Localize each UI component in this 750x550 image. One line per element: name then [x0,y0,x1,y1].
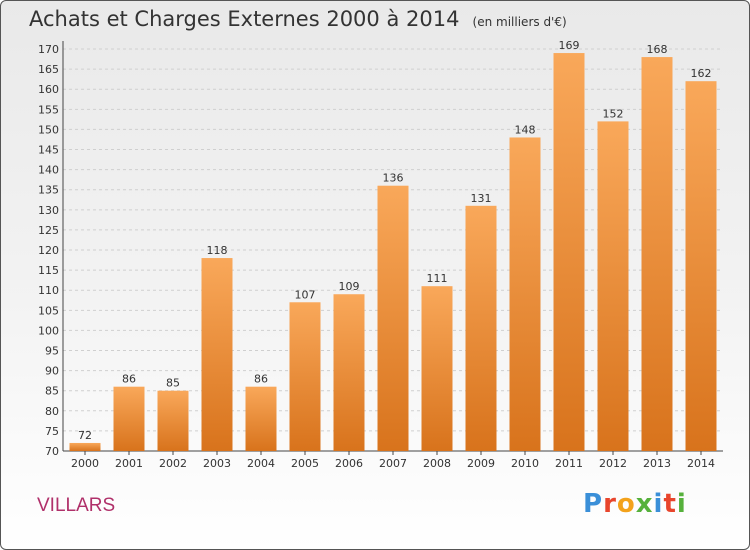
x-tick-label: 2005 [291,457,319,470]
bar [113,386,145,451]
y-tick-label: 75 [45,425,59,438]
x-tick-label: 2010 [511,457,539,470]
logo-letter: t [663,489,677,519]
logo-letter: x [635,489,654,519]
y-tick-label: 135 [38,184,59,197]
x-tick-label: 2013 [643,457,671,470]
data-label: 111 [427,272,448,285]
proxiti-logo: Proxiti [583,489,687,519]
place-label: VILLARS [37,495,116,516]
x-tick-label: 2014 [687,457,715,470]
logo-letter: P [583,489,604,519]
data-label: 107 [295,288,316,301]
data-label: 168 [647,43,668,56]
data-label: 86 [254,373,268,386]
logo-letter: i [676,489,687,519]
y-tick-label: 165 [38,63,59,76]
bar [641,57,673,451]
y-tick-label: 160 [38,83,59,96]
data-label: 109 [339,280,360,293]
y-tick-label: 70 [45,445,59,458]
x-tick-label: 2002 [159,457,187,470]
bar [69,442,101,451]
logo-letter: o [616,489,636,519]
x-tick-label: 2009 [467,457,495,470]
x-tick-label: 2003 [203,457,231,470]
data-label: 85 [166,377,180,390]
y-tick-label: 125 [38,224,59,237]
y-tick-label: 155 [38,103,59,116]
bar [377,185,409,452]
bar [509,137,541,451]
data-label: 86 [122,373,136,386]
y-tick-label: 115 [38,264,59,277]
x-tick-label: 2006 [335,457,363,470]
data-label: 148 [515,123,536,136]
bar [553,53,585,451]
logo-letter: i [653,489,664,519]
data-label: 152 [603,107,624,120]
bar [157,390,189,451]
title-row: Achats et Charges Externes 2000 à 2014 (… [29,7,567,31]
y-tick-label: 90 [45,365,59,378]
y-tick-label: 85 [45,385,59,398]
bar [421,286,453,451]
data-label: 131 [471,192,492,205]
bar [333,294,365,451]
x-tick-label: 2012 [599,457,627,470]
x-tick-label: 2008 [423,457,451,470]
y-tick-label: 105 [38,304,59,317]
x-tick-label: 2007 [379,457,407,470]
bar [465,205,497,451]
x-tick-label: 2004 [247,457,275,470]
chart-unit: (en milliers d'€) [472,15,567,29]
data-label: 118 [207,244,228,257]
y-tick-label: 95 [45,345,59,358]
y-tick-label: 145 [38,144,59,157]
bar [597,121,629,452]
bar [201,258,233,451]
y-tick-label: 100 [38,324,59,337]
chart-title: Achats et Charges Externes 2000 à 2014 [29,7,460,31]
data-label: 72 [78,429,92,442]
x-tick-label: 2001 [115,457,143,470]
y-tick-label: 140 [38,164,59,177]
data-label: 136 [383,172,404,185]
x-tick-label: 2011 [555,457,583,470]
bar [685,81,717,451]
data-label: 162 [691,67,712,80]
data-label: 169 [559,39,580,52]
x-tick-label: 2000 [71,457,99,470]
y-tick-label: 80 [45,405,59,418]
y-tick-label: 120 [38,244,59,257]
y-tick-label: 110 [38,284,59,297]
bar [245,386,277,451]
logo-letter: r [603,489,617,519]
y-tick-label: 130 [38,204,59,217]
bar [289,302,321,451]
y-tick-label: 170 [38,43,59,56]
y-tick-label: 150 [38,123,59,136]
